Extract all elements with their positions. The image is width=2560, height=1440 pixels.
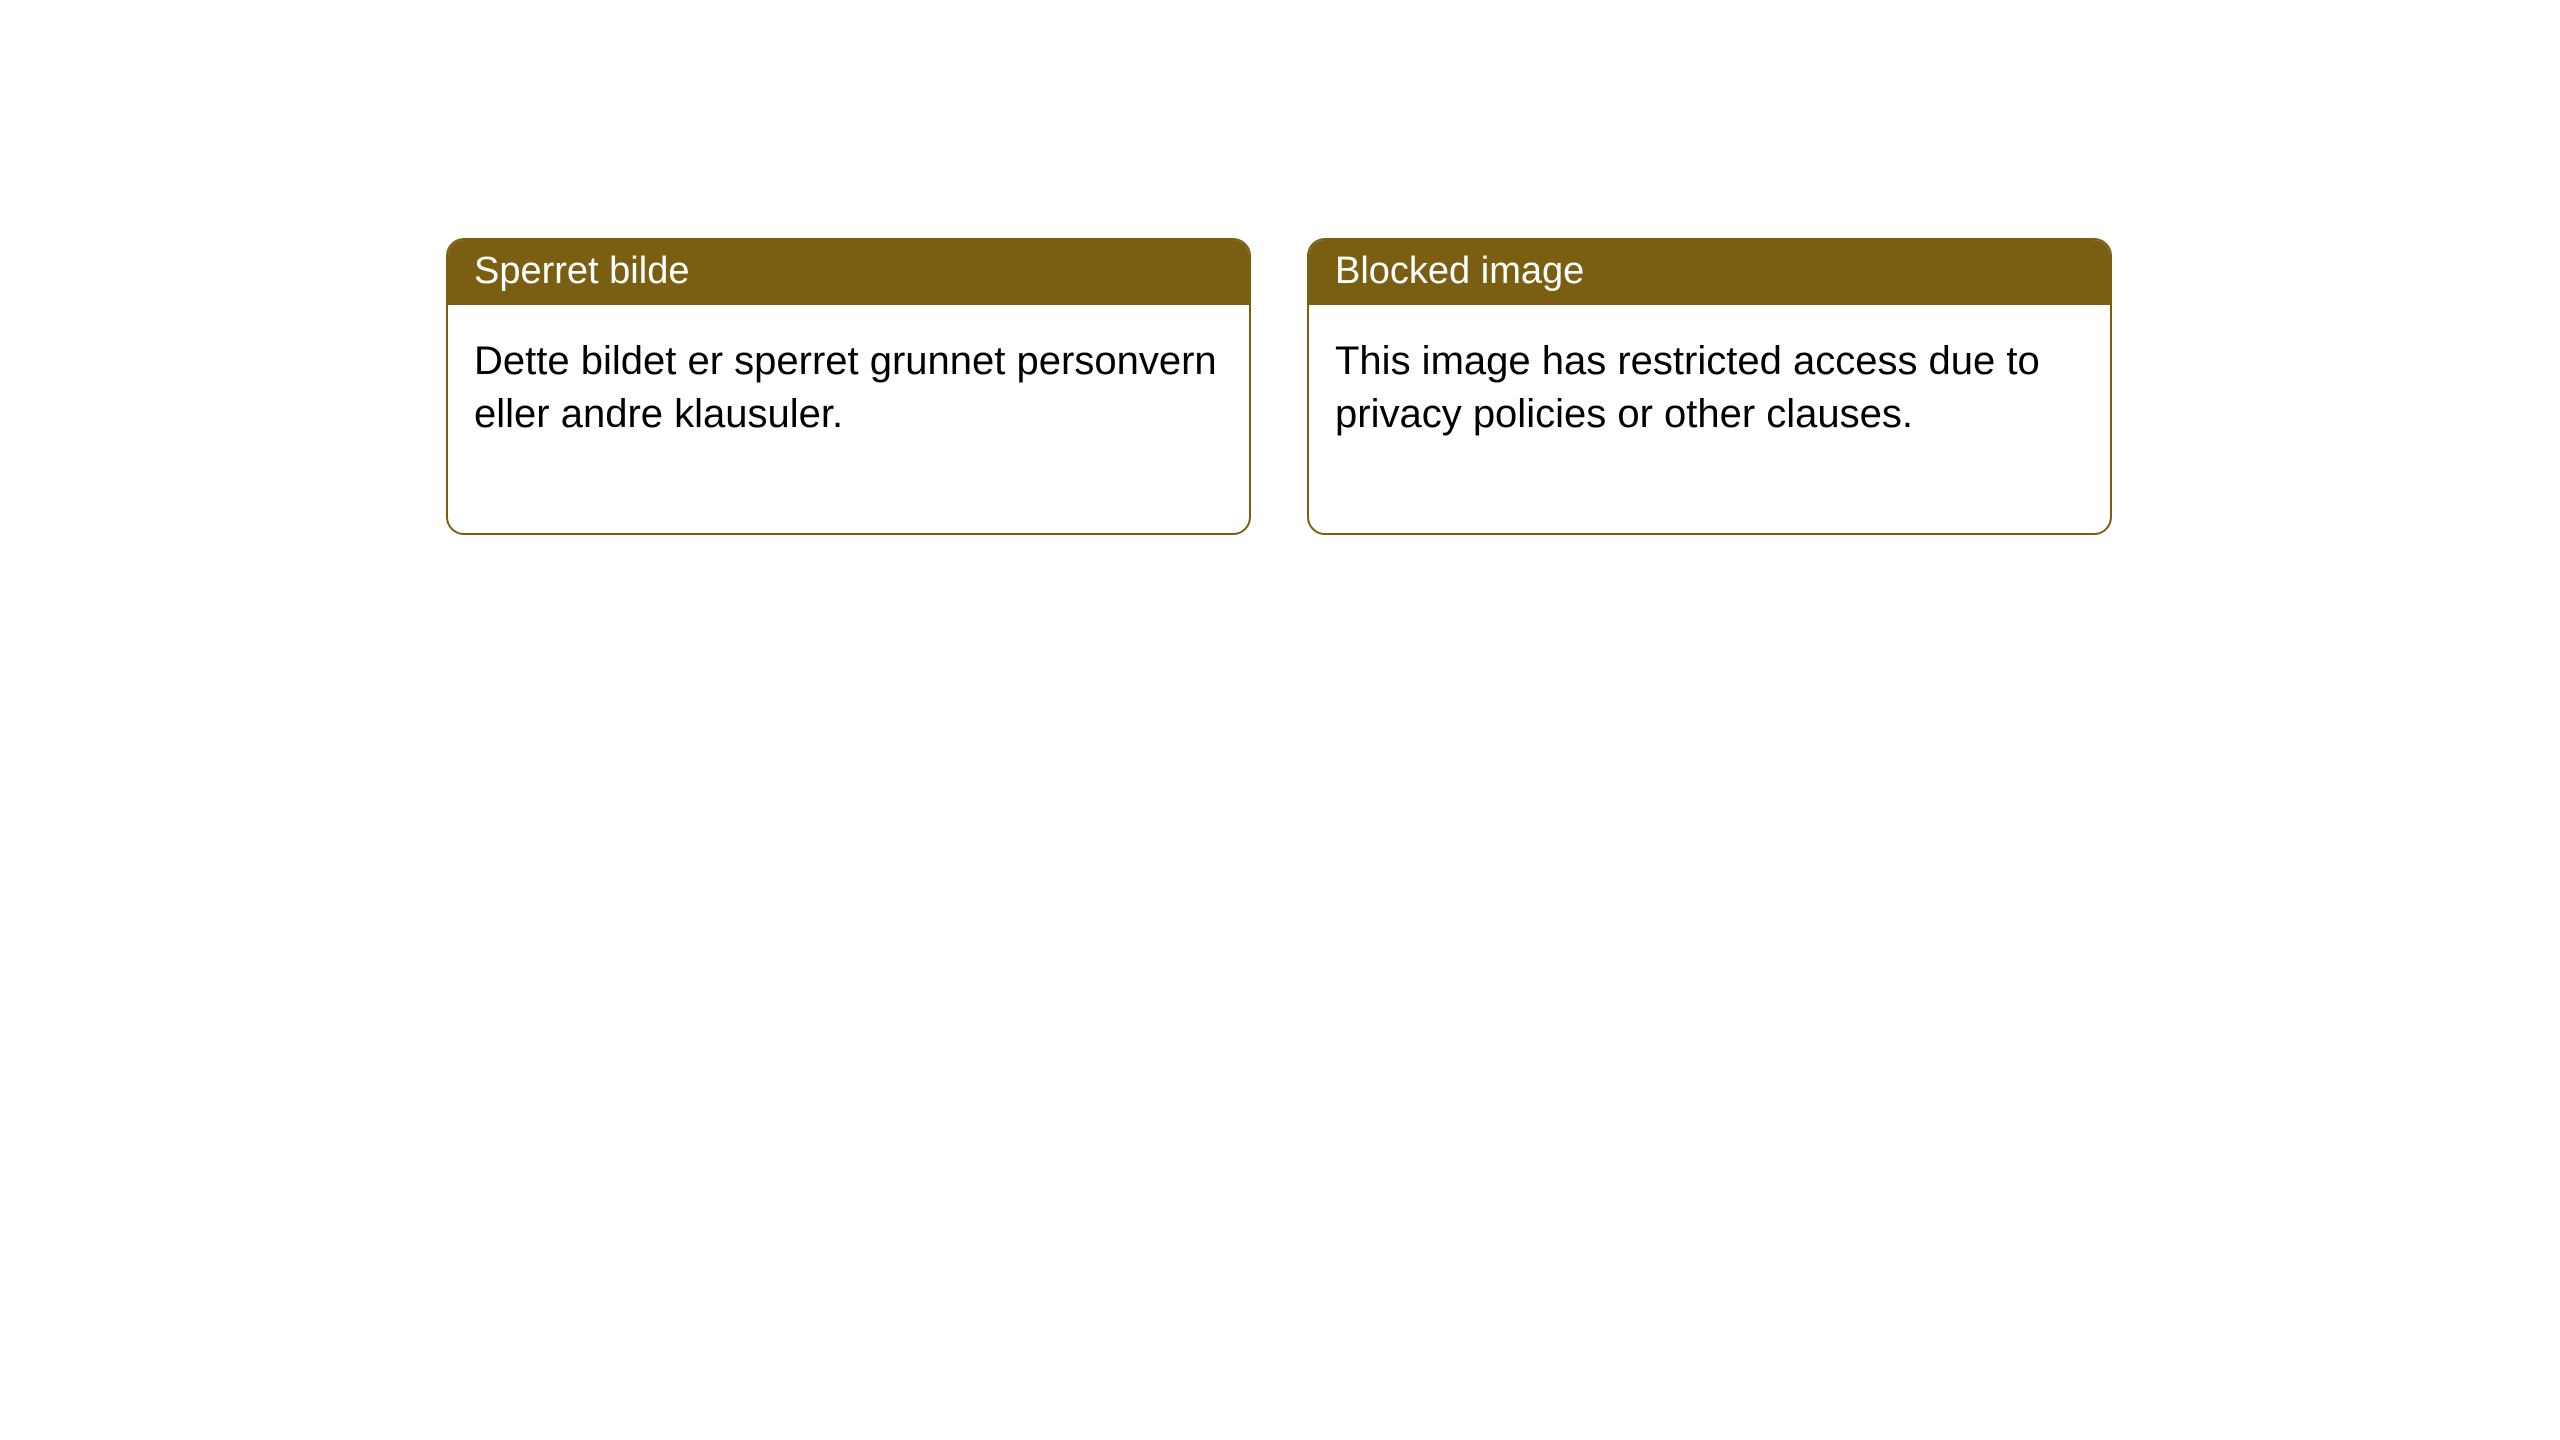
notice-card-english: Blocked image This image has restricted … bbox=[1307, 238, 2112, 535]
notice-body: This image has restricted access due to … bbox=[1309, 305, 2110, 533]
notice-container: Sperret bilde Dette bildet er sperret gr… bbox=[446, 238, 2112, 535]
notice-body: Dette bildet er sperret grunnet personve… bbox=[448, 305, 1249, 533]
notice-card-norwegian: Sperret bilde Dette bildet er sperret gr… bbox=[446, 238, 1251, 535]
notice-header: Blocked image bbox=[1309, 240, 2110, 305]
notice-header: Sperret bilde bbox=[448, 240, 1249, 305]
